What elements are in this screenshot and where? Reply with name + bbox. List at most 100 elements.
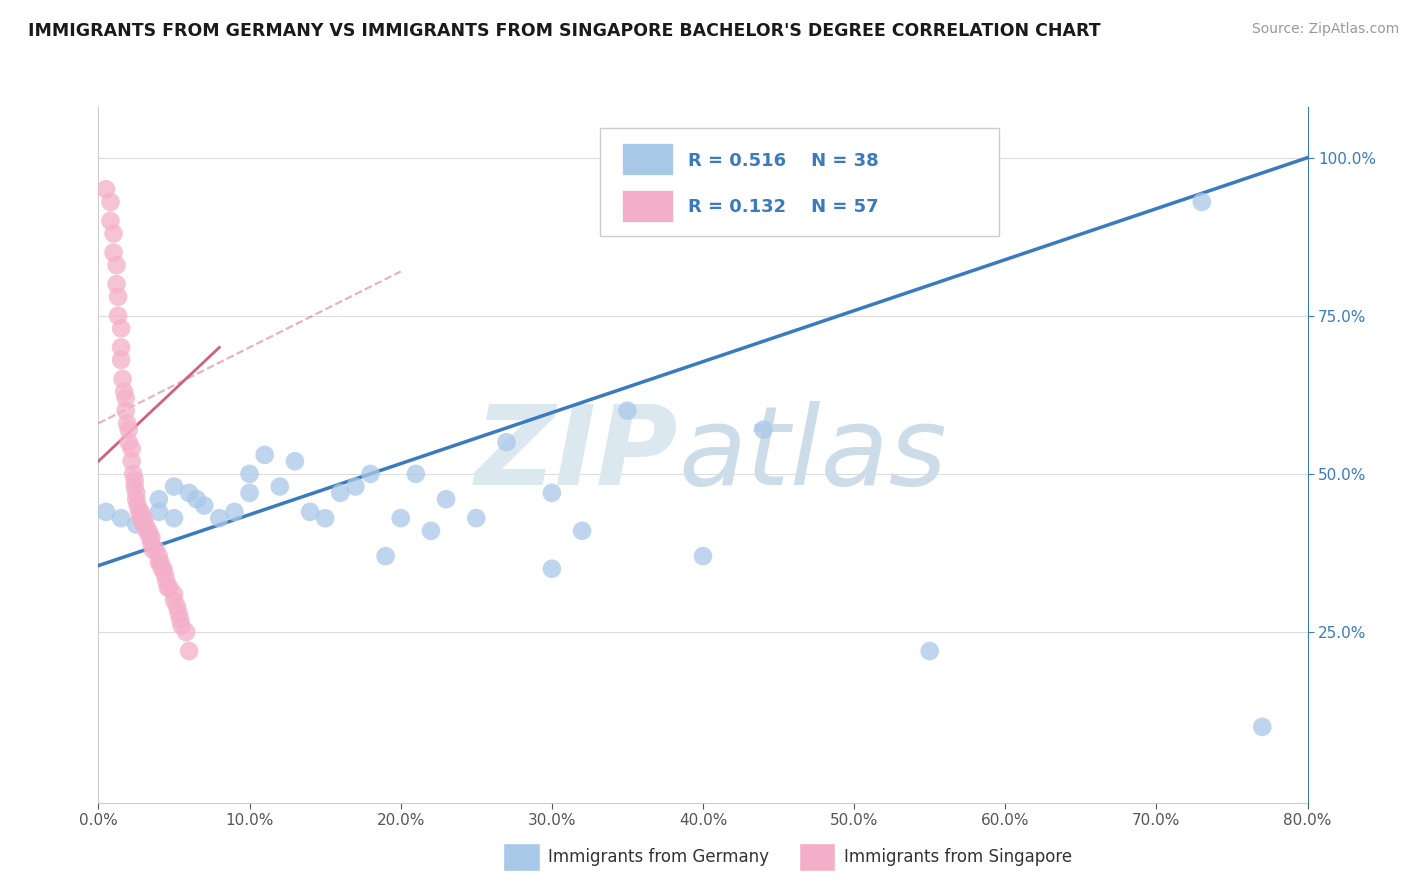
Text: Source: ZipAtlas.com: Source: ZipAtlas.com xyxy=(1251,22,1399,37)
Text: R = 0.132    N = 57: R = 0.132 N = 57 xyxy=(689,198,879,216)
Point xyxy=(124,479,146,493)
Point xyxy=(360,467,382,481)
Point xyxy=(752,423,775,437)
Point xyxy=(374,549,396,563)
Point xyxy=(284,454,307,468)
Point xyxy=(125,486,148,500)
Point xyxy=(148,492,170,507)
Point xyxy=(153,568,176,582)
Point xyxy=(299,505,322,519)
Point xyxy=(142,542,165,557)
Point xyxy=(571,524,593,538)
Point xyxy=(124,473,146,487)
Point xyxy=(136,524,159,538)
Point xyxy=(105,277,128,292)
Point xyxy=(107,309,129,323)
Point xyxy=(121,442,143,456)
Point xyxy=(405,467,427,481)
Point xyxy=(174,625,197,640)
Point xyxy=(148,505,170,519)
Point xyxy=(141,530,163,544)
Point xyxy=(103,227,125,241)
Point xyxy=(540,562,562,576)
Point xyxy=(141,536,163,550)
Point xyxy=(152,562,174,576)
Point xyxy=(1191,194,1213,209)
Text: R = 0.516    N = 38: R = 0.516 N = 38 xyxy=(689,152,879,169)
Point xyxy=(163,511,186,525)
Point xyxy=(239,486,262,500)
Point xyxy=(186,492,208,507)
Point xyxy=(269,479,291,493)
Point xyxy=(166,599,188,614)
Point xyxy=(132,517,155,532)
Point xyxy=(145,542,167,557)
Point xyxy=(103,245,125,260)
Point xyxy=(139,530,162,544)
Point xyxy=(179,486,201,500)
Point xyxy=(692,549,714,563)
Point xyxy=(389,511,412,525)
Point xyxy=(150,562,173,576)
Point xyxy=(329,486,352,500)
Point xyxy=(148,549,170,563)
Point xyxy=(149,556,172,570)
Point xyxy=(127,499,149,513)
Point xyxy=(110,511,132,525)
FancyBboxPatch shape xyxy=(621,190,673,221)
Point xyxy=(132,511,155,525)
Point xyxy=(148,556,170,570)
Point xyxy=(155,574,177,589)
Point xyxy=(434,492,457,507)
Point xyxy=(344,479,367,493)
Point xyxy=(465,511,488,525)
Point xyxy=(495,435,517,450)
Point xyxy=(114,391,136,405)
Point xyxy=(253,448,276,462)
Point xyxy=(94,505,117,519)
Point xyxy=(224,505,246,519)
Point xyxy=(159,581,181,595)
Point xyxy=(115,417,138,431)
Point xyxy=(239,467,262,481)
Text: Immigrants from Singapore: Immigrants from Singapore xyxy=(844,848,1071,866)
Point xyxy=(135,524,157,538)
Text: IMMIGRANTS FROM GERMANY VS IMMIGRANTS FROM SINGAPORE BACHELOR'S DEGREE CORRELATI: IMMIGRANTS FROM GERMANY VS IMMIGRANTS FR… xyxy=(28,22,1101,40)
Point xyxy=(1251,720,1274,734)
Point xyxy=(169,612,191,626)
FancyBboxPatch shape xyxy=(600,128,1000,235)
Point xyxy=(121,454,143,468)
Point xyxy=(100,194,122,209)
Point xyxy=(107,290,129,304)
Text: ZIP: ZIP xyxy=(475,401,679,508)
Point xyxy=(125,492,148,507)
Point xyxy=(616,403,638,417)
Point xyxy=(110,353,132,368)
Point xyxy=(100,214,122,228)
Point xyxy=(208,511,231,525)
Point xyxy=(112,384,135,399)
Point xyxy=(94,182,117,196)
Point xyxy=(122,467,145,481)
Text: atlas: atlas xyxy=(679,401,948,508)
Point xyxy=(167,606,190,620)
Point xyxy=(163,479,186,493)
Point xyxy=(110,340,132,354)
Point xyxy=(420,524,443,538)
Point xyxy=(918,644,941,658)
Point xyxy=(170,618,193,632)
Point xyxy=(114,403,136,417)
Point xyxy=(118,423,141,437)
Point xyxy=(129,505,152,519)
Point xyxy=(111,372,134,386)
Point xyxy=(125,517,148,532)
Point xyxy=(540,486,562,500)
Point xyxy=(179,644,201,658)
Point xyxy=(163,593,186,607)
Point xyxy=(193,499,215,513)
Point xyxy=(118,435,141,450)
Text: Immigrants from Germany: Immigrants from Germany xyxy=(548,848,769,866)
Point xyxy=(134,517,156,532)
Point xyxy=(105,258,128,272)
Point xyxy=(156,581,179,595)
